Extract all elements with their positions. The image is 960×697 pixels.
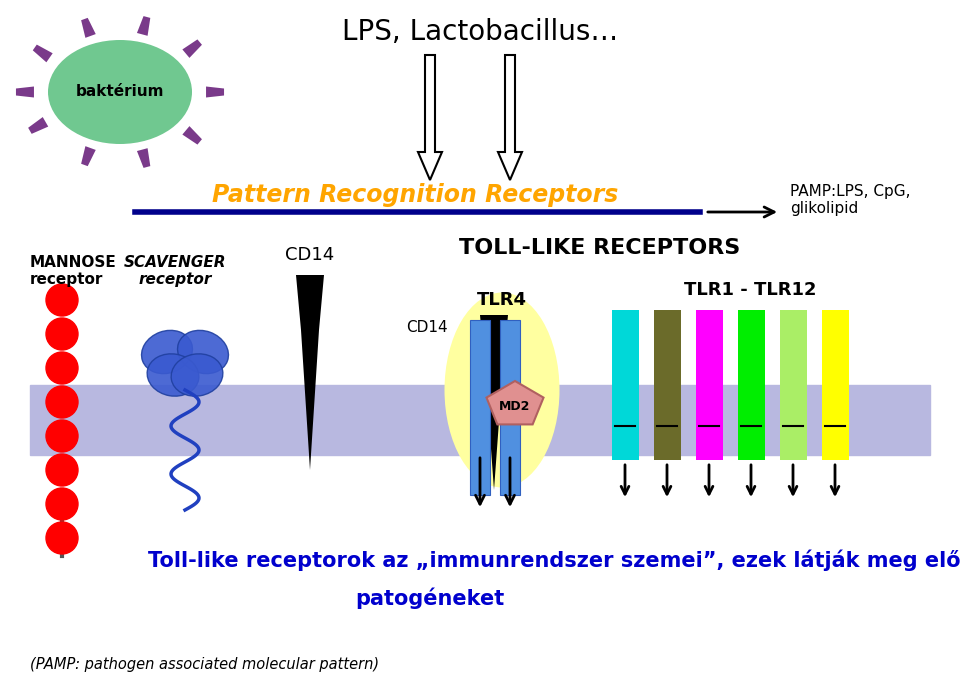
Bar — [470, 320, 490, 495]
Text: MD2: MD2 — [499, 401, 531, 413]
Circle shape — [46, 352, 78, 384]
Text: MANNOSE
receptor: MANNOSE receptor — [30, 255, 117, 287]
Polygon shape — [487, 381, 543, 424]
Bar — [612, 310, 639, 460]
Ellipse shape — [444, 293, 560, 487]
Text: CD14: CD14 — [406, 321, 448, 335]
Polygon shape — [296, 275, 324, 470]
Text: Toll-like receptorok az „immunrendszer szemei”, ezek látják meg először a: Toll-like receptorok az „immunrendszer s… — [149, 549, 960, 571]
Circle shape — [46, 522, 78, 554]
Bar — [696, 310, 723, 460]
Ellipse shape — [178, 330, 228, 374]
Ellipse shape — [48, 40, 192, 144]
Polygon shape — [137, 16, 151, 36]
Text: TOLL-LIKE RECEPTORS: TOLL-LIKE RECEPTORS — [460, 238, 740, 258]
Polygon shape — [33, 45, 53, 62]
Polygon shape — [82, 18, 96, 38]
Circle shape — [46, 284, 78, 316]
Text: LPS, Lactobacillus…: LPS, Lactobacillus… — [342, 18, 618, 46]
Bar — [738, 310, 765, 460]
Text: TLR4: TLR4 — [477, 291, 527, 309]
Text: TLR1 - TLR12: TLR1 - TLR12 — [684, 281, 816, 299]
Polygon shape — [206, 86, 224, 98]
Bar — [780, 310, 807, 460]
FancyArrow shape — [498, 55, 522, 180]
Polygon shape — [28, 117, 48, 134]
FancyArrow shape — [418, 55, 442, 180]
Text: patogéneket: patogéneket — [355, 588, 505, 608]
Polygon shape — [82, 146, 96, 166]
Ellipse shape — [171, 354, 223, 396]
Polygon shape — [182, 40, 202, 58]
Text: SCAVENGER
receptor: SCAVENGER receptor — [124, 255, 227, 287]
Text: PAMP:LPS, CpG,
glikolipid: PAMP:LPS, CpG, glikolipid — [790, 184, 910, 216]
Circle shape — [46, 386, 78, 418]
Ellipse shape — [141, 330, 192, 374]
Circle shape — [46, 318, 78, 350]
Bar — [654, 310, 681, 460]
Polygon shape — [137, 148, 151, 168]
Circle shape — [46, 420, 78, 452]
Bar — [500, 320, 520, 495]
Bar — [30, 385, 930, 455]
Text: CD14: CD14 — [285, 246, 335, 264]
Polygon shape — [480, 315, 508, 490]
Circle shape — [46, 454, 78, 486]
Text: baktérium: baktérium — [76, 84, 164, 100]
Text: Pattern Recognition Receptors: Pattern Recognition Receptors — [212, 183, 618, 207]
Circle shape — [46, 488, 78, 520]
Bar — [822, 310, 849, 460]
Polygon shape — [16, 86, 34, 98]
Ellipse shape — [147, 354, 199, 396]
Polygon shape — [182, 126, 202, 144]
Text: (PAMP: pathogen associated molecular pattern): (PAMP: pathogen associated molecular pat… — [30, 657, 379, 673]
